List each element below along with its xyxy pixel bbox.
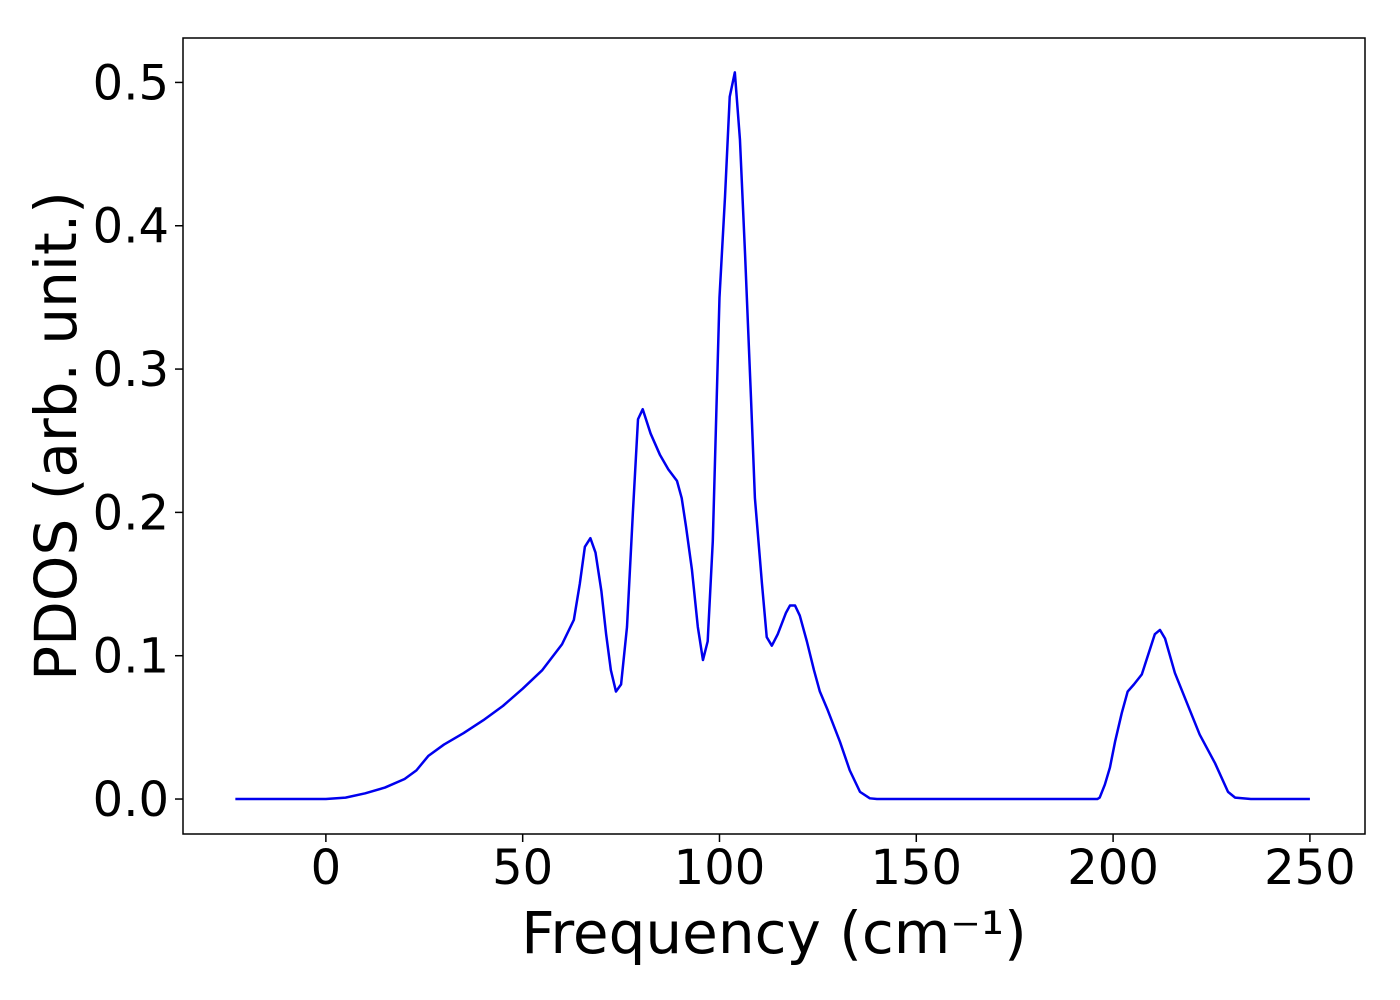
y-tick-label: 0.5 [93,55,169,111]
x-tick-label: 0 [311,840,342,896]
x-tick-label: 100 [674,840,766,896]
x-axis-label: Frequency (cm⁻¹) [521,899,1027,967]
data-line [235,71,1310,801]
x-tick-label: 50 [492,840,553,896]
plot-frame [182,37,1366,835]
x-tick-label: 150 [870,840,962,896]
y-tick-label: 0.1 [93,629,169,685]
y-tick-label: 0.3 [93,342,169,398]
y-tick-label: 0.0 [93,772,169,828]
x-tick-label: 200 [1067,840,1159,896]
y-axis-label: PDOS (arb. unit.) [22,191,90,681]
y-tick-label: 0.2 [93,485,169,541]
y-tick-label: 0.4 [93,199,169,255]
x-tick-label: 250 [1264,840,1356,896]
